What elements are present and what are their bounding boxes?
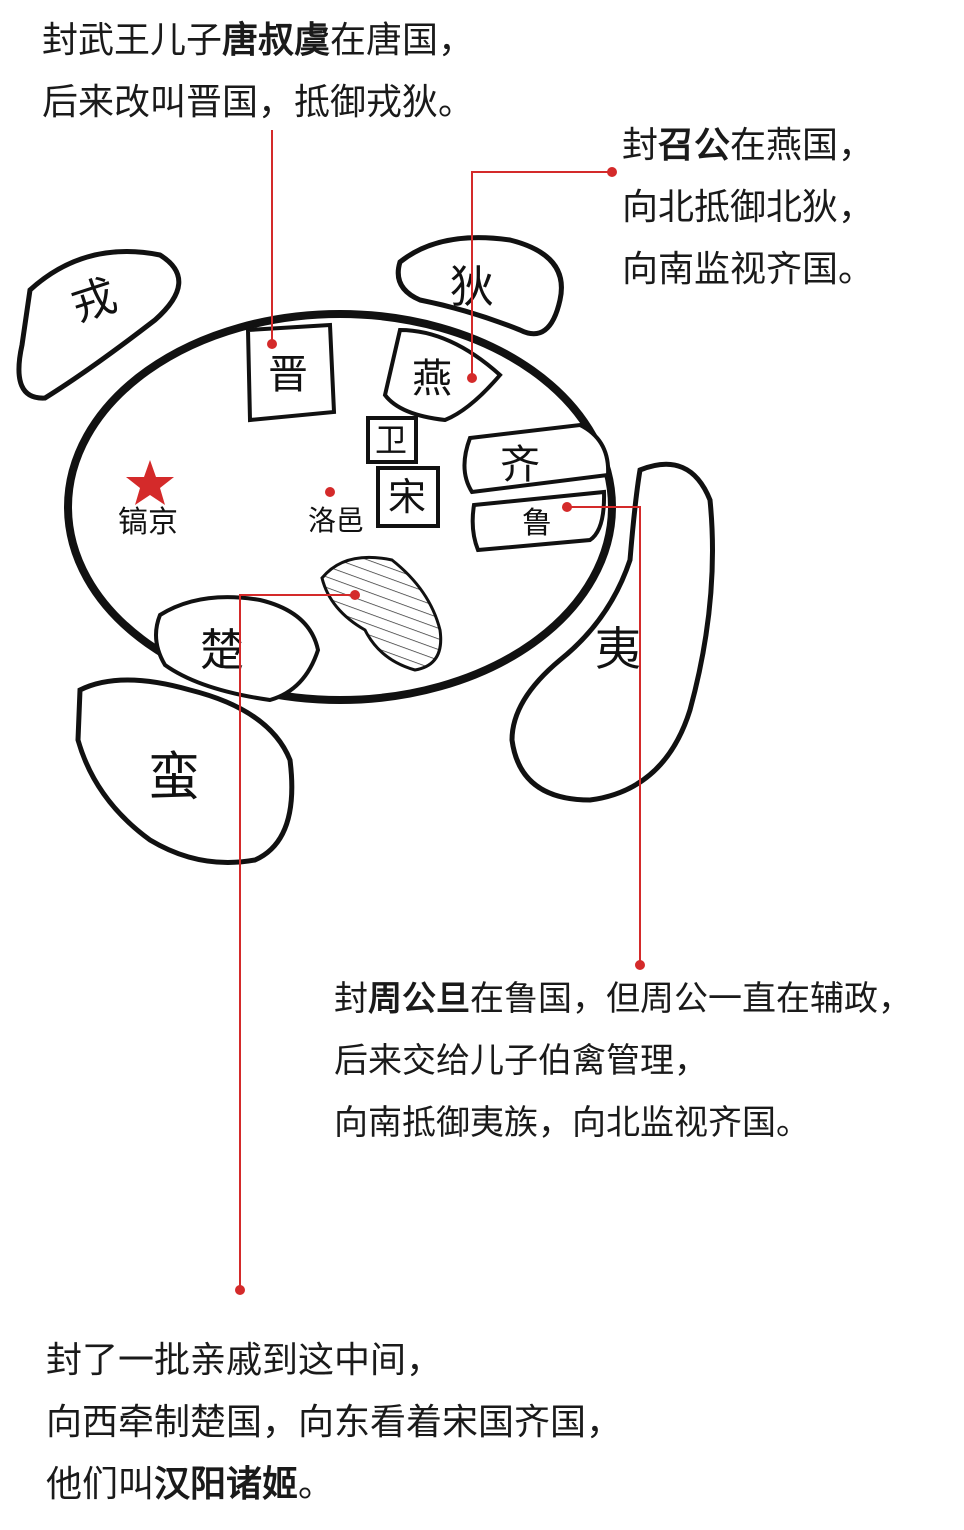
man-label: 蛮 (148, 748, 200, 808)
yan-leader-dot-top (607, 167, 617, 177)
yi-label: 夷 (595, 622, 641, 676)
wei-label: 卫 (375, 421, 407, 459)
lu-note: 封周公旦在鲁国，但周公一直在辅政， 后来交给儿子伯禽管理， 向南抵御夷族，向北监… (334, 968, 912, 1154)
hanyang-note: 封了一批亲戚到这中间， 向西牵制楚国，向东看着宋国齐国， 他们叫汉阳诸姬。 (46, 1330, 622, 1516)
man-region (75, 677, 295, 865)
lu-note-line1: 封周公旦在鲁国，但周公一直在辅政， (334, 979, 912, 1019)
luoyi-label: 洛邑 (308, 504, 364, 537)
yi-region (509, 461, 715, 803)
luoyi-dot (325, 487, 335, 497)
chu-region (154, 595, 321, 703)
yan-label: 燕 (412, 356, 452, 402)
lu-label: 鲁 (522, 506, 552, 541)
qi-region (462, 422, 611, 495)
jin-region (245, 322, 337, 423)
song-label: 宋 (388, 475, 426, 519)
lu-leader-dot (562, 502, 572, 512)
hanyang-note-line2: 向西牵制楚国，向东看着宋国齐国， (46, 1402, 623, 1443)
jin-note-line1: 封武王儿子唐叔虞在唐国， (42, 20, 475, 61)
hanyang-leader-dot-bottom (235, 1285, 245, 1295)
yan-note-line3: 向南监视齐国。 (622, 249, 875, 290)
leader-lines (239, 130, 641, 1290)
jin-note: 封武王儿子唐叔虞在唐国， 后来改叫晋国，抵御戎狄。 (42, 10, 474, 134)
yan-region (382, 327, 503, 423)
song-region (376, 466, 440, 528)
di-region (395, 235, 564, 337)
yan-leader-dot (467, 373, 477, 383)
yan-note: 封召公在燕国， 向北抵御北狄， 向南监视齐国。 (622, 115, 874, 301)
lu-leader-line (567, 506, 641, 965)
chu-label: 楚 (200, 625, 244, 676)
haojing-capital-star-icon (126, 460, 174, 505)
yan-note-line2: 向北抵御北狄， (622, 187, 875, 228)
jin-leader-dot (267, 339, 277, 349)
jin-label: 晋 (268, 352, 308, 398)
hanyang-zhuji-area (320, 555, 443, 672)
jin-note-line2: 后来改叫晋国，抵御戎狄。 (42, 82, 475, 123)
lu-note-line2: 后来交给儿子伯禽管理， (334, 1041, 708, 1081)
lu-leader-dot-bottom (635, 960, 645, 970)
yan-leader-line (471, 171, 612, 378)
hanyang-note-line1: 封了一批亲戚到这中间， (46, 1340, 443, 1381)
hanyang-leader-dot (350, 590, 360, 600)
lu-note-line3: 向南抵御夷族，向北监视齐国。 (334, 1103, 810, 1143)
rong-region (16, 249, 182, 401)
yan-note-line1: 封召公在燕国， (622, 125, 875, 166)
haojing-label: 镐京 (118, 505, 178, 540)
wei-region (366, 416, 418, 464)
qi-label: 齐 (500, 442, 540, 488)
hanyang-leader-line (239, 594, 355, 1290)
hanyang-note-line3: 他们叫汉阳诸姬。 (46, 1464, 335, 1505)
